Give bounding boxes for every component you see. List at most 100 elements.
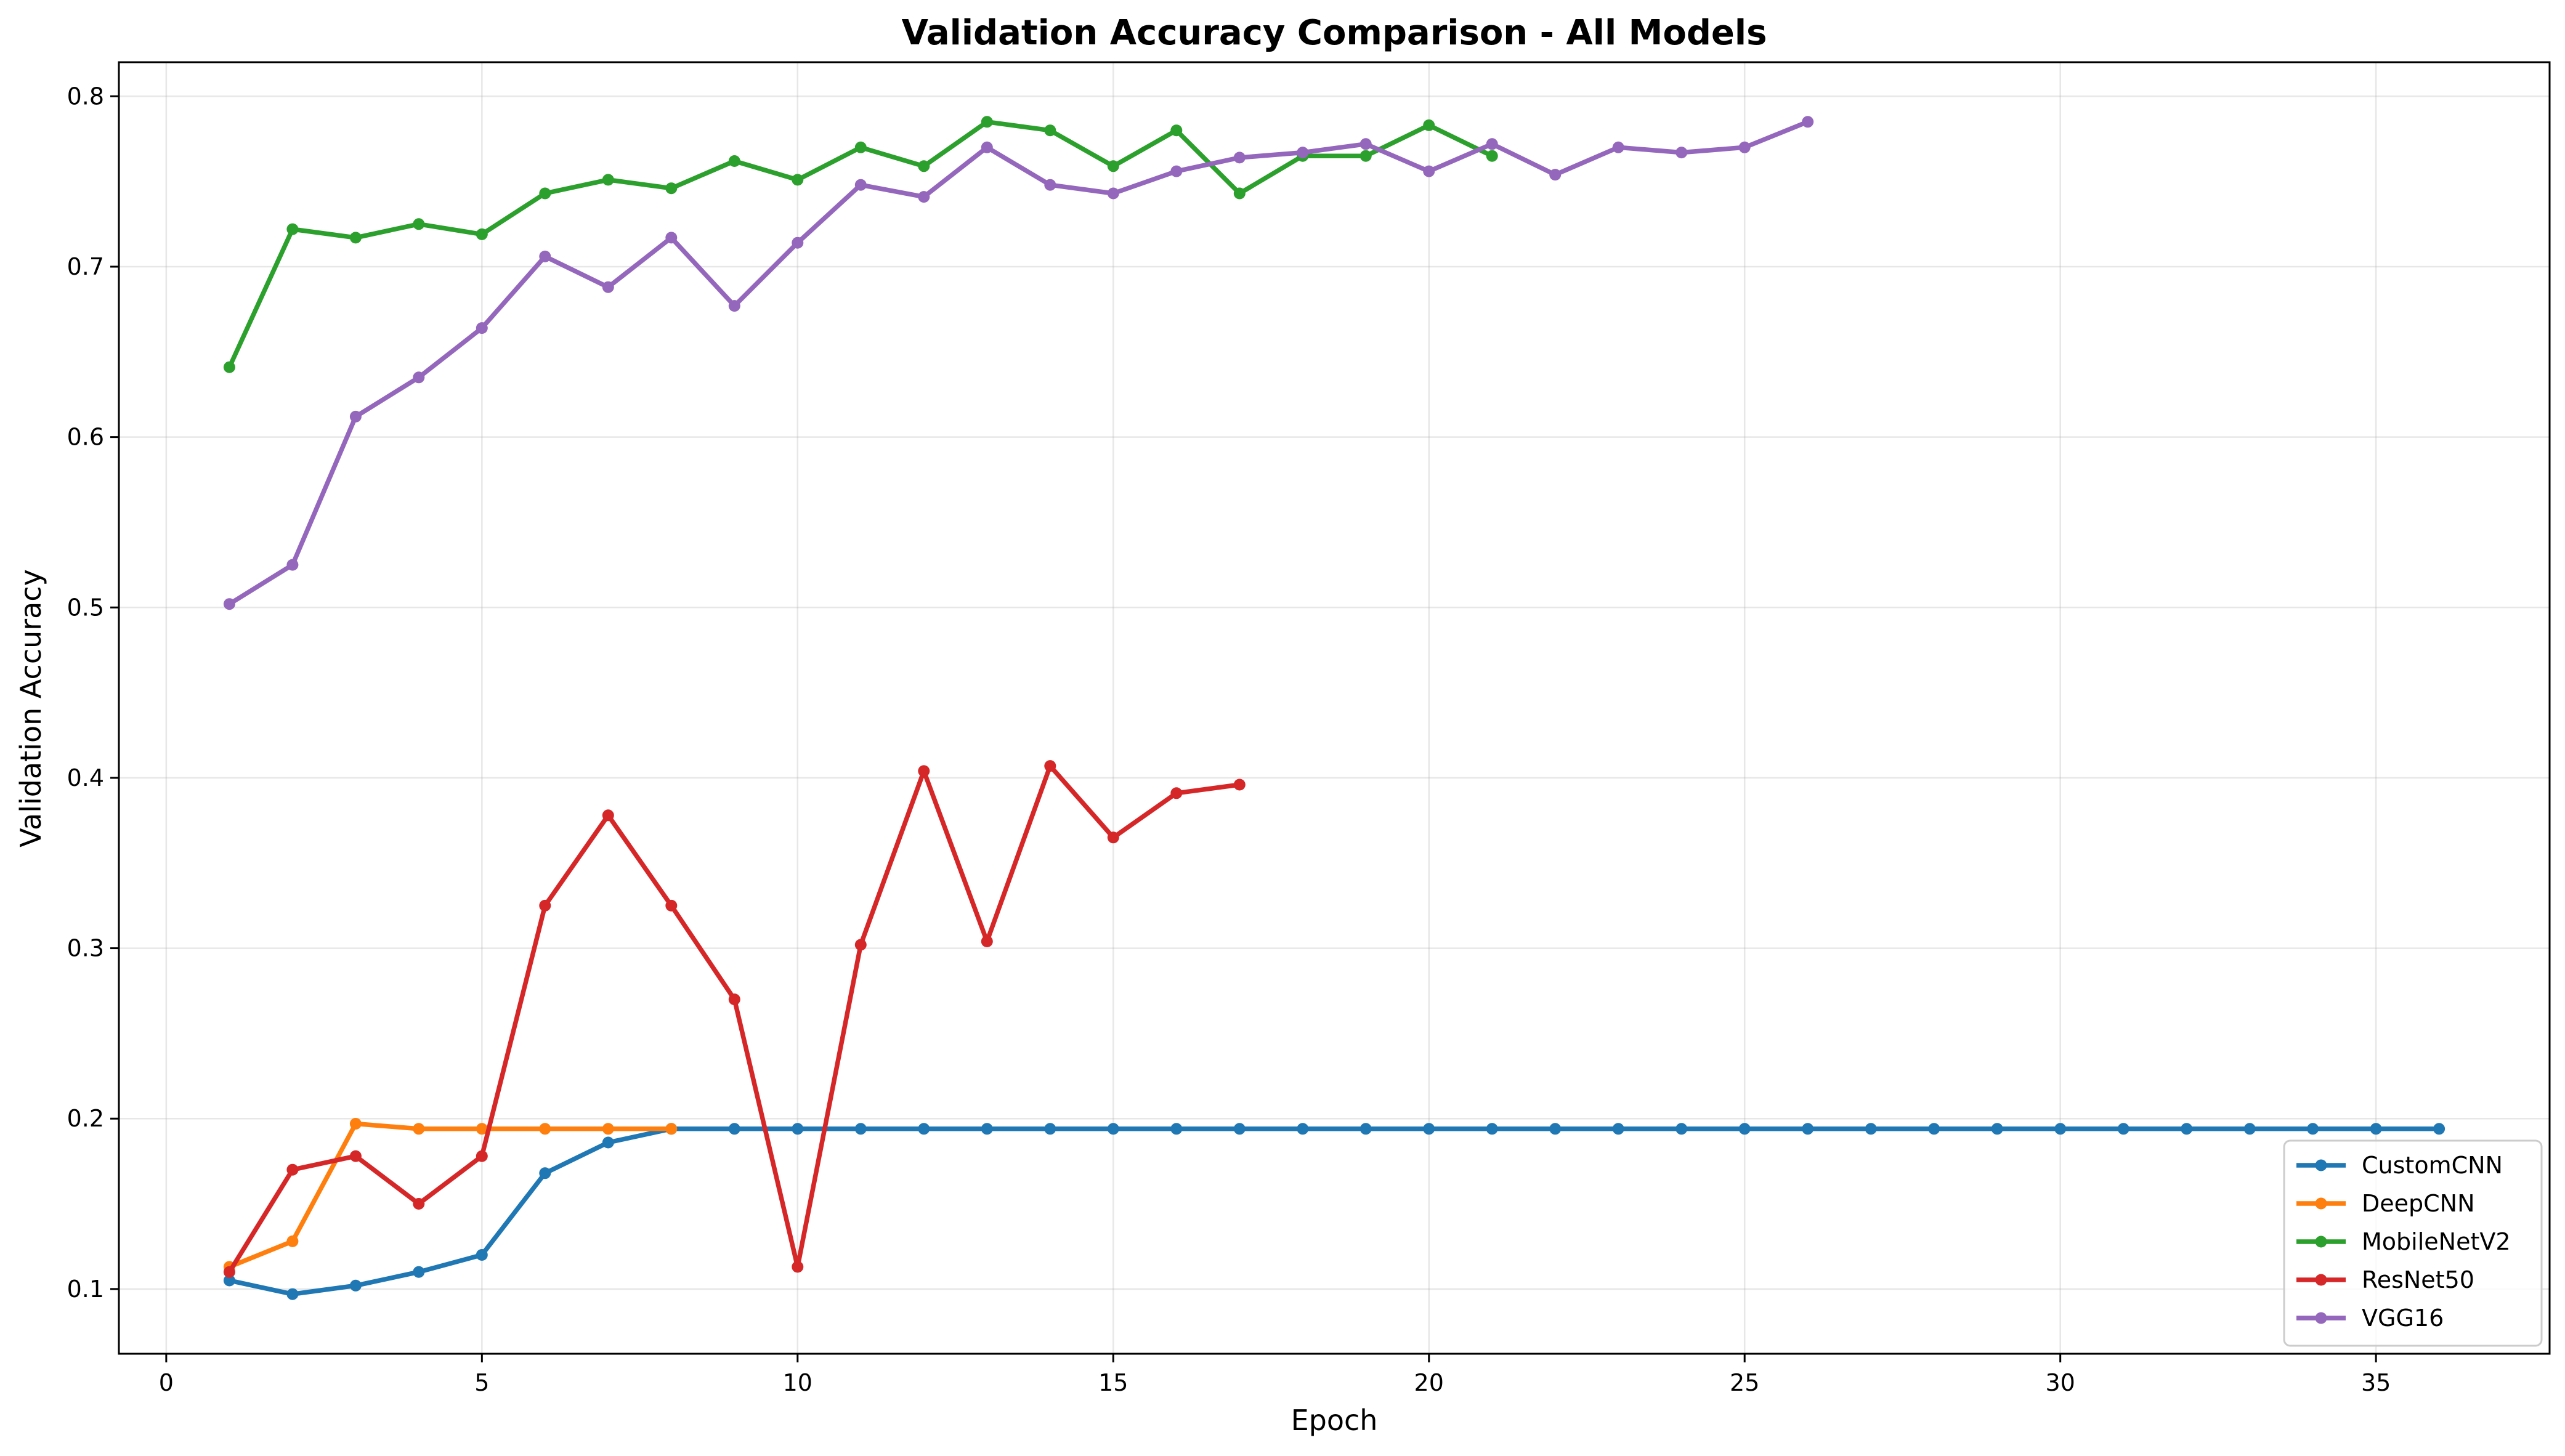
legend-item-deepcnn: DeepCNN — [2296, 1190, 2475, 1217]
data-point-resnet50 — [854, 939, 867, 951]
data-point-mobilenetv2 — [1107, 160, 1119, 172]
data-point-deepcnn — [539, 1123, 551, 1135]
legend-box — [2283, 1139, 2543, 1347]
legend-item-customcnn: CustomCNN — [2296, 1152, 2503, 1179]
data-point-customcnn — [1612, 1123, 1624, 1135]
x-tick-label: 10 — [783, 1369, 812, 1396]
data-point-vgg16 — [476, 322, 488, 334]
data-point-vgg16 — [286, 559, 299, 571]
data-point-customcnn — [1423, 1123, 1435, 1135]
data-point-vgg16 — [918, 191, 930, 203]
series-line-customcnn — [227, 1126, 2442, 1296]
data-point-resnet50 — [1044, 760, 1056, 772]
data-point-deepcnn — [349, 1118, 362, 1130]
data-point-deepcnn — [665, 1123, 678, 1135]
data-point-vgg16 — [1549, 169, 1562, 181]
legend-label-mobilenetv2: MobileNetV2 — [2362, 1228, 2511, 1255]
data-point-deepcnn — [602, 1123, 614, 1135]
data-point-customcnn — [1549, 1123, 1562, 1135]
data-point-resnet50 — [349, 1150, 362, 1162]
y-tick-label: 0.7 — [67, 253, 104, 280]
data-point-vgg16 — [223, 598, 235, 610]
legend-label-resnet50: ResNet50 — [2362, 1266, 2474, 1293]
data-point-resnet50 — [918, 765, 930, 777]
legend-label-customcnn: CustomCNN — [2362, 1152, 2503, 1179]
data-point-vgg16 — [1233, 152, 1246, 164]
x-tick-label: 5 — [474, 1369, 489, 1396]
data-point-mobilenetv2 — [728, 155, 740, 167]
data-point-deepcnn — [476, 1123, 488, 1135]
series-deepcnn — [223, 1118, 678, 1273]
data-point-customcnn — [223, 1274, 235, 1287]
data-point-vgg16 — [1802, 116, 1814, 128]
series-line-vgg16 — [227, 119, 1810, 607]
data-point-vgg16 — [349, 410, 362, 423]
data-point-resnet50 — [476, 1150, 488, 1162]
legend-item-vgg16: VGG16 — [2296, 1304, 2444, 1332]
data-point-customcnn — [2054, 1123, 2067, 1135]
x-tick-label: 25 — [1730, 1369, 1759, 1396]
data-point-deepcnn — [413, 1123, 425, 1135]
data-point-vgg16 — [854, 179, 867, 191]
data-point-resnet50 — [981, 936, 993, 947]
data-point-resnet50 — [728, 993, 740, 1006]
data-point-deepcnn — [286, 1235, 299, 1247]
data-point-mobilenetv2 — [792, 174, 804, 186]
data-point-resnet50 — [1233, 779, 1246, 791]
data-point-customcnn — [1107, 1123, 1119, 1135]
legend-item-resnet50: ResNet50 — [2296, 1266, 2474, 1293]
data-point-customcnn — [1928, 1123, 1940, 1135]
series-group — [223, 116, 2445, 1300]
data-point-mobilenetv2 — [918, 160, 930, 172]
data-point-resnet50 — [665, 899, 678, 912]
series-customcnn — [223, 1123, 2445, 1300]
data-point-resnet50 — [223, 1266, 235, 1278]
data-point-customcnn — [1359, 1123, 1372, 1135]
data-point-vgg16 — [1297, 147, 1309, 159]
y-tick-label: 0.8 — [67, 83, 104, 110]
data-point-vgg16 — [792, 237, 804, 249]
data-point-customcnn — [2307, 1123, 2319, 1135]
data-point-mobilenetv2 — [1423, 119, 1435, 131]
x-tick-label: 35 — [2361, 1369, 2391, 1396]
data-point-vgg16 — [1676, 147, 1688, 159]
data-point-mobilenetv2 — [1170, 124, 1183, 137]
data-point-customcnn — [2433, 1123, 2445, 1135]
x-tick-label: 0 — [159, 1369, 174, 1396]
data-point-customcnn — [1044, 1123, 1056, 1135]
data-point-vgg16 — [1107, 187, 1119, 200]
y-tick-label: 0.6 — [67, 424, 104, 451]
data-point-vgg16 — [1486, 138, 1498, 150]
data-point-mobilenetv2 — [602, 174, 614, 186]
data-point-vgg16 — [413, 371, 425, 384]
data-point-customcnn — [2117, 1123, 2129, 1135]
data-point-resnet50 — [602, 809, 614, 822]
data-point-vgg16 — [1170, 165, 1183, 177]
data-point-customcnn — [1991, 1123, 2003, 1135]
data-point-customcnn — [2370, 1123, 2382, 1135]
data-point-mobilenetv2 — [286, 223, 299, 235]
data-point-vgg16 — [1359, 138, 1372, 150]
y-axis-label: Validation Accuracy — [14, 569, 47, 847]
data-point-customcnn — [1233, 1123, 1246, 1135]
data-point-vgg16 — [1612, 141, 1624, 153]
legend-item-mobilenetv2: MobileNetV2 — [2296, 1228, 2511, 1255]
data-point-mobilenetv2 — [1486, 150, 1498, 162]
data-point-customcnn — [476, 1249, 488, 1261]
legend-marker-vgg16 — [2315, 1312, 2327, 1324]
data-point-customcnn — [1865, 1123, 1877, 1135]
data-point-customcnn — [981, 1123, 993, 1135]
data-point-resnet50 — [286, 1163, 299, 1176]
series-vgg16 — [223, 116, 1814, 610]
data-point-mobilenetv2 — [981, 116, 993, 128]
data-point-mobilenetv2 — [854, 141, 867, 153]
data-point-customcnn — [602, 1136, 614, 1149]
x-tick-label: 30 — [2045, 1369, 2075, 1396]
data-point-mobilenetv2 — [223, 361, 235, 373]
data-point-customcnn — [1676, 1123, 1688, 1135]
series-mobilenetv2 — [223, 116, 1498, 373]
data-point-customcnn — [728, 1123, 740, 1135]
data-point-mobilenetv2 — [539, 187, 551, 200]
data-point-customcnn — [1802, 1123, 1814, 1135]
